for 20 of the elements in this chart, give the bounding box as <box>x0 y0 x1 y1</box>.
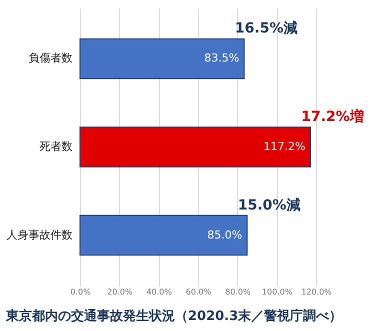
y-tick-label: 人身事故件数 <box>6 228 72 242</box>
data-label: 85.0% <box>207 228 242 242</box>
data-label: 83.5% <box>204 52 240 65</box>
y-tick-label: 死者数 <box>40 140 72 153</box>
bar <box>80 214 248 256</box>
annotation: 17.2%増 <box>301 108 364 125</box>
x-tick-label: 120.0% <box>301 288 332 296</box>
x-tick-label: 20.0% <box>107 288 133 296</box>
data-label: 117.2% <box>264 140 306 153</box>
x-tick-label: 0.0% <box>70 288 92 296</box>
y-tick-label: 負傷者数 <box>28 52 72 65</box>
x-tick-label: 80.0% <box>225 288 251 296</box>
x-tick-label: 100.0% <box>262 288 293 296</box>
text: 東京都内の交通事故発生状況（2020.3末／警視庁調べ） <box>5 308 342 324</box>
x-tick-label: 60.0% <box>186 288 212 296</box>
bar <box>80 38 245 80</box>
bar <box>80 126 311 168</box>
annotation: 16.5%減 <box>234 20 298 37</box>
x-tick-label: 40.0% <box>146 288 172 296</box>
annotation: 15.0%減 <box>238 197 300 214</box>
